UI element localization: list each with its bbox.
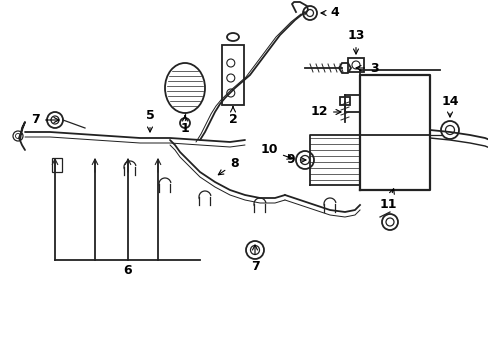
Bar <box>52 158 62 172</box>
Text: 10: 10 <box>260 144 292 159</box>
Text: 7: 7 <box>31 113 59 126</box>
Text: 3: 3 <box>355 62 378 75</box>
Text: 9: 9 <box>286 153 305 166</box>
Bar <box>347 58 363 72</box>
Text: 14: 14 <box>440 95 458 117</box>
Text: 5: 5 <box>145 109 154 132</box>
Bar <box>339 97 349 105</box>
Text: 8: 8 <box>218 157 238 175</box>
Text: 1: 1 <box>180 116 189 135</box>
Text: 11: 11 <box>379 189 396 211</box>
Text: 4: 4 <box>320 6 338 19</box>
Bar <box>222 45 244 105</box>
Text: 2: 2 <box>228 107 237 126</box>
Text: 6: 6 <box>123 264 132 276</box>
Text: 7: 7 <box>250 245 259 273</box>
Text: 12: 12 <box>310 105 340 118</box>
Text: 13: 13 <box>346 29 364 54</box>
